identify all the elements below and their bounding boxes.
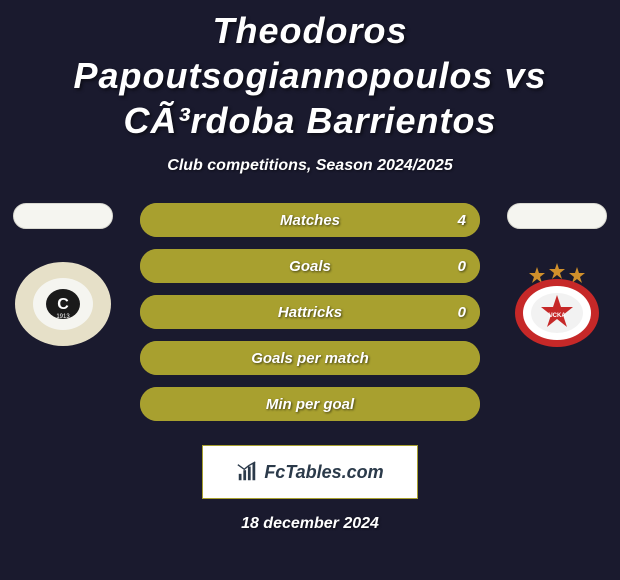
stat-right-value: 4 [458, 203, 466, 237]
comparison-panel: C 1913 Matches4Goals0Hattricks0Goals per… [0, 203, 620, 421]
subtitle: Club competitions, Season 2024/2025 [0, 157, 620, 175]
svg-text:1913: 1913 [56, 314, 70, 320]
page-title: Theodoros Papoutsogiannopoulos vs CÃ³rdo… [0, 0, 620, 143]
left-value-pill [13, 203, 113, 229]
title-line-1: Theodoros Papoutsogiannopoulos vs [73, 10, 546, 96]
svg-text:C: C [57, 296, 69, 313]
snapshot-date: 18 december 2024 [0, 515, 620, 533]
svg-text:UCKA: UCKA [548, 313, 566, 319]
stat-label: Goals [140, 249, 480, 283]
stat-row: Goals0 [140, 249, 480, 283]
stat-row: Min per goal [140, 387, 480, 421]
stat-label: Goals per match [140, 341, 480, 375]
stat-row: Goals per match [140, 341, 480, 375]
right-club-crest-icon: UCKA [507, 261, 607, 347]
stat-row: Hattricks0 [140, 295, 480, 329]
left-player-column: C 1913 [8, 203, 118, 347]
right-player-column: UCKA [502, 203, 612, 347]
stat-row: Matches4 [140, 203, 480, 237]
fctables-logo[interactable]: FcTables.com [202, 445, 418, 499]
right-value-pill [507, 203, 607, 229]
left-club-crest-icon: C 1913 [13, 261, 113, 347]
stat-label: Matches [140, 203, 480, 237]
stat-label: Hattricks [140, 295, 480, 329]
stat-bars: Matches4Goals0Hattricks0Goals per matchM… [140, 203, 480, 421]
bar-chart-icon [236, 461, 258, 483]
stat-right-value: 0 [458, 249, 466, 283]
footer-brand-text: FcTables.com [264, 462, 383, 483]
stat-label: Min per goal [140, 387, 480, 421]
stat-right-value: 0 [458, 295, 466, 329]
title-line-2: CÃ³rdoba Barrientos [123, 100, 496, 141]
